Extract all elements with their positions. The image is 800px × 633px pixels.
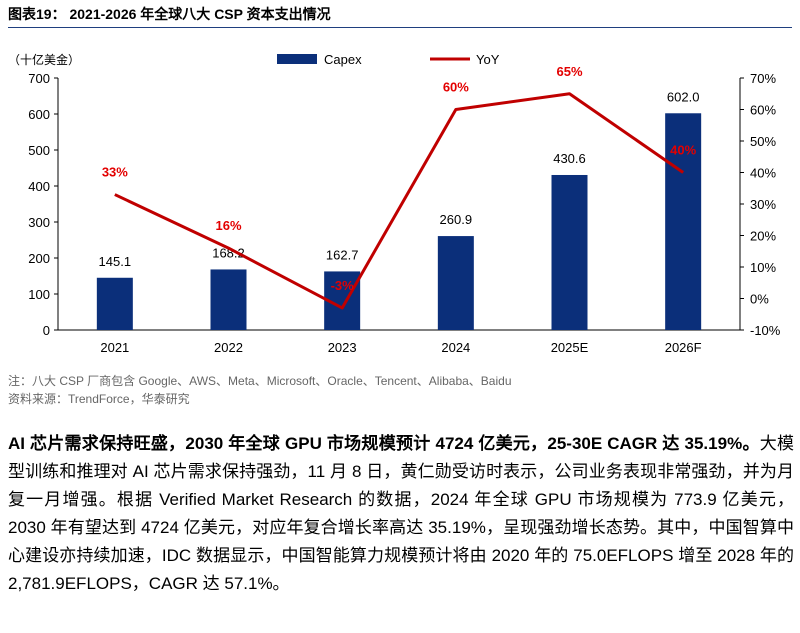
left-axis-tick-label: 100 <box>28 287 50 302</box>
capex-bar <box>96 277 133 330</box>
figure-notes: 注：八大 CSP 厂商包含 Google、AWS、Meta、Microsoft、… <box>8 372 792 408</box>
yoy-point-label: 33% <box>102 165 128 180</box>
right-axis-tick-label: 60% <box>750 103 776 118</box>
figure-note: 注：八大 CSP 厂商包含 Google、AWS、Meta、Microsoft、… <box>8 374 512 388</box>
left-axis-tick-label: 500 <box>28 143 50 158</box>
legend-capex-swatch <box>277 54 317 64</box>
capex-bar <box>210 269 247 330</box>
x-axis-tick-label: 2021 <box>100 340 129 355</box>
capex-bar <box>665 113 702 330</box>
yoy-point-label: 65% <box>556 64 582 79</box>
figure-title: 图表19： 2021-2026 年全球八大 CSP 资本支出情况 <box>8 4 792 28</box>
yoy-point-label: -3% <box>331 278 355 293</box>
yoy-point-label: 40% <box>670 143 696 158</box>
legend-yoy-label: YoY <box>476 52 500 67</box>
chart-legend: Capex YoY <box>277 52 500 67</box>
yoy-line-labels: 33% 16% -3% 60% 65% 40% <box>102 64 697 293</box>
yoy-series-line <box>114 92 685 310</box>
right-axis-tick-label: 50% <box>750 134 776 149</box>
x-axis-tick-label: 2023 <box>328 340 357 355</box>
right-axis-tick-label: -10% <box>750 323 781 338</box>
capex-bar-label: 260.9 <box>440 212 473 227</box>
capex-bars <box>96 113 702 330</box>
capex-bar-label: 145.1 <box>99 254 132 269</box>
yoy-line <box>114 92 685 310</box>
left-axis-tick-label: 600 <box>28 107 50 122</box>
capex-bar-label: 162.7 <box>326 247 359 262</box>
legend-capex-label: Capex <box>324 52 362 67</box>
capex-bar <box>551 174 588 330</box>
right-axis-tick-label: 0% <box>750 292 769 307</box>
capex-bar-label: 430.6 <box>553 151 586 166</box>
left-axis-tick-label: 300 <box>28 215 50 230</box>
yoy-point-label: 60% <box>443 80 469 95</box>
body-text: 大模型训练和推理对 AI 芯片需求保持强劲，11 月 8 日，黄仁勋受访时表示，… <box>8 434 795 593</box>
capex-bar-label: 602.0 <box>667 89 700 104</box>
left-axis-unit-label: （十亿美金） <box>8 52 80 67</box>
capex-bar-label: 168.2 <box>212 245 245 260</box>
left-axis-tick-label: 0 <box>43 323 50 338</box>
chart-axes: 0 100 200 300 400 500 600 700 -10% 0% 10% 20% 30% 40%… <box>28 71 780 355</box>
figure-source: 资料来源：TrendForce，华泰研究 <box>8 392 190 406</box>
x-axis-tick-label: 2024 <box>441 340 470 355</box>
left-axis-tick-label: 700 <box>28 71 50 86</box>
left-axis-tick-label: 400 <box>28 179 50 194</box>
right-axis-tick-label: 10% <box>750 260 776 275</box>
x-axis-tick-label: 2026F <box>665 340 702 355</box>
capex-yoy-chart: （十亿美金） Capex YoY 0 100 200 300 400 500 600 700 -1… <box>8 52 781 355</box>
right-axis-tick-label: 20% <box>750 229 776 244</box>
x-axis-tick-label: 2025E <box>551 340 589 355</box>
capex-bar <box>437 236 474 330</box>
x-axis-tick-label: 2022 <box>214 340 243 355</box>
right-axis-tick-label: 40% <box>750 166 776 181</box>
yoy-point-label: 16% <box>215 218 241 233</box>
left-axis-tick-label: 200 <box>28 251 50 266</box>
right-axis-tick-label: 30% <box>750 197 776 212</box>
body-paragraph: AI 芯片需求保持旺盛，2030 年全球 GPU 市场规模预计 4724 亿美元… <box>8 430 794 598</box>
body-lead: AI 芯片需求保持旺盛，2030 年全球 GPU 市场规模预计 4724 亿美元… <box>8 434 760 453</box>
capex-bar-labels: 145.1 168.2 162.7 260.9 430.6 602.0 <box>99 89 700 268</box>
right-axis-tick-label: 70% <box>750 71 776 86</box>
